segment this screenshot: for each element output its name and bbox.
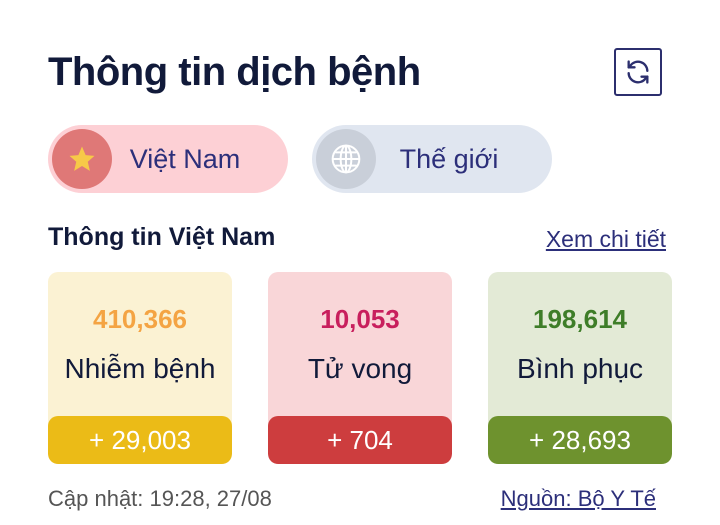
- tab-label: Thế giới: [399, 143, 499, 174]
- refresh-icon: [627, 60, 649, 84]
- refresh-button[interactable]: [614, 48, 662, 96]
- page-title: Thông tin dịch bệnh: [48, 50, 421, 94]
- recovered-count: 198,614: [533, 304, 627, 334]
- infected-label: Nhiễm bệnh: [64, 353, 216, 384]
- recovered-delta: + 28,693: [488, 416, 672, 464]
- recovered-label: Bình phục: [516, 353, 644, 384]
- infected-delta: + 29,003: [48, 416, 232, 464]
- tab-the-gioi[interactable]: Thế giới: [312, 125, 552, 193]
- star-icon: [69, 146, 95, 171]
- card-recovered: 198,614 Bình phục + 28,693: [488, 272, 672, 464]
- deaths-label: Tử vong: [307, 353, 413, 384]
- section-title: Thông tin Việt Nam: [48, 223, 276, 251]
- globe-icon: [331, 144, 361, 174]
- updated-time: Cập nhật: 19:28, 27/08: [48, 486, 272, 511]
- infected-count: 410,366: [93, 304, 187, 334]
- card-infected: 410,366 Nhiễm bệnh + 29,003: [48, 272, 232, 464]
- tab-viet-nam[interactable]: Việt Nam: [48, 125, 288, 193]
- card-deaths: 10,053 Tử vong + 704: [268, 272, 452, 464]
- deaths-delta: + 704: [268, 416, 452, 464]
- deaths-count: 10,053: [320, 304, 400, 334]
- source-link[interactable]: Nguồn: Bộ Y Tế: [500, 486, 656, 511]
- tab-label: Việt Nam: [129, 143, 241, 174]
- view-details-link[interactable]: Xem chi tiết: [545, 226, 666, 252]
